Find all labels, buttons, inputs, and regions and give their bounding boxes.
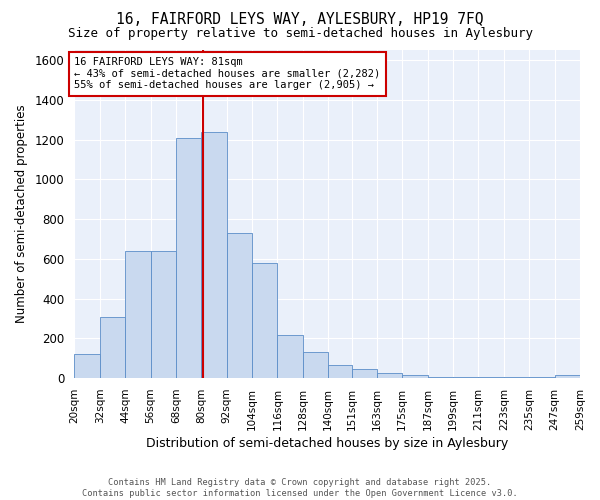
Bar	[504, 377, 529, 378]
Text: Contains HM Land Registry data © Crown copyright and database right 2025.
Contai: Contains HM Land Registry data © Crown c…	[82, 478, 518, 498]
Bar	[227, 233, 252, 378]
Bar	[428, 377, 453, 378]
Bar	[74, 354, 100, 378]
Bar	[303, 352, 328, 378]
Y-axis label: Number of semi-detached properties: Number of semi-detached properties	[15, 105, 28, 324]
Text: Size of property relative to semi-detached houses in Aylesbury: Size of property relative to semi-detach…	[67, 28, 533, 40]
Bar	[328, 366, 352, 378]
Bar	[403, 375, 428, 378]
Text: 16 FAIRFORD LEYS WAY: 81sqm
← 43% of semi-detached houses are smaller (2,282)
55: 16 FAIRFORD LEYS WAY: 81sqm ← 43% of sem…	[74, 58, 380, 90]
Text: 16, FAIRFORD LEYS WAY, AYLESBURY, HP19 7FQ: 16, FAIRFORD LEYS WAY, AYLESBURY, HP19 7…	[116, 12, 484, 28]
Bar	[151, 251, 176, 378]
Bar	[478, 377, 504, 378]
Bar	[100, 316, 125, 378]
Bar	[125, 251, 151, 378]
Bar	[252, 263, 277, 378]
X-axis label: Distribution of semi-detached houses by size in Aylesbury: Distribution of semi-detached houses by …	[146, 437, 508, 450]
Bar	[202, 132, 227, 378]
Bar	[377, 373, 403, 378]
Bar	[453, 377, 478, 378]
Bar	[352, 370, 377, 378]
Bar	[176, 138, 202, 378]
Bar	[529, 377, 554, 378]
Bar	[277, 336, 303, 378]
Bar	[554, 375, 580, 378]
